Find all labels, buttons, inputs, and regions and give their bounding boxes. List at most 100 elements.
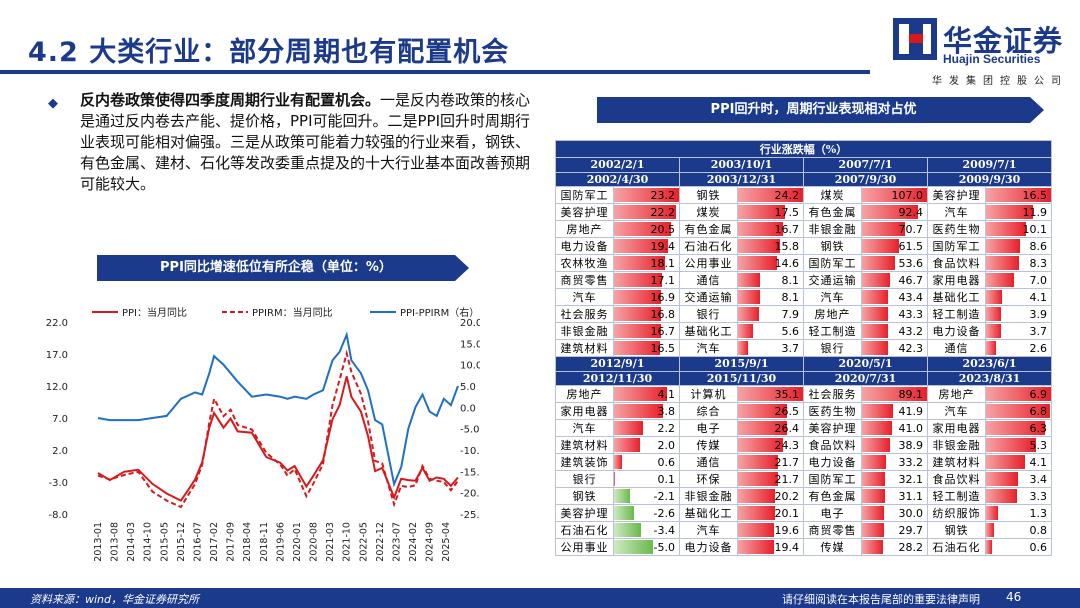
return-value: 20.2 bbox=[774, 489, 800, 503]
period-header: 2012/11/30 bbox=[555, 370, 680, 387]
industry-name: 银行 bbox=[555, 470, 614, 489]
industry-name: 电子 bbox=[679, 419, 738, 438]
footer-source: 资料来源：wind，华金证券研究所 bbox=[30, 593, 200, 606]
return-bar bbox=[614, 506, 635, 521]
return-value: 8.1 bbox=[781, 273, 800, 287]
industry-name: 基础化工 bbox=[927, 288, 986, 307]
return-bar bbox=[986, 222, 1026, 237]
industry-return: 24.3 bbox=[737, 436, 804, 455]
industry-return: -2.6 bbox=[613, 504, 680, 523]
industry-return: 33.2 bbox=[861, 453, 928, 472]
period-header-row: 2012/9/1 2015/9/1 2020/5/1 2023/6/1 bbox=[555, 356, 1052, 372]
return-value: 22.2 bbox=[650, 205, 676, 219]
x-axis-tick: 2023-07 bbox=[391, 522, 402, 562]
table-row: 国防军工 23.2 钢铁 24.2 煤炭 107.0 美容护理 16.5 bbox=[555, 186, 1052, 205]
industry-name: 汽车 bbox=[927, 203, 986, 222]
return-value: 4.1 bbox=[657, 387, 676, 401]
return-value: 17.5 bbox=[774, 205, 800, 219]
return-bar bbox=[738, 239, 781, 254]
return-value: 29.7 bbox=[898, 523, 924, 537]
return-value: 0.8 bbox=[1029, 523, 1048, 537]
legend-label: PPIRM：当月同比 bbox=[252, 306, 333, 319]
return-value: 21.7 bbox=[774, 455, 800, 469]
return-bar bbox=[986, 290, 1003, 305]
return-value: 2.6 bbox=[1029, 341, 1048, 355]
return-value: 107.0 bbox=[891, 188, 924, 202]
industry-name: 电力设备 bbox=[803, 453, 862, 472]
return-value: 28.2 bbox=[898, 540, 924, 554]
table-banner: PPI回升时，周期行业表现相对占优 bbox=[597, 97, 1044, 123]
x-axis-tick: 2014-03 bbox=[126, 522, 137, 562]
industry-name: 交通运输 bbox=[679, 288, 738, 307]
industry-name: 美容护理 bbox=[803, 419, 862, 438]
x-axis-tick: 2024-02 bbox=[408, 522, 419, 562]
industry-name: 建筑材料 bbox=[555, 436, 614, 455]
left-axis-tick: 2.0 bbox=[52, 446, 68, 457]
return-bar bbox=[614, 404, 664, 419]
return-value: 18.1 bbox=[650, 256, 676, 270]
return-value: 7.0 bbox=[1029, 273, 1048, 287]
return-bar bbox=[614, 273, 662, 288]
table-caption: 行业涨跌幅（%） bbox=[555, 140, 1052, 158]
table-row: 美容护理 -2.6 基础化工 20.1 电子 30.0 纺织服饰 1.3 bbox=[555, 504, 1052, 523]
return-value: 17.1 bbox=[650, 273, 676, 287]
return-value: 15.8 bbox=[774, 239, 800, 253]
logo-subtitle: 华发集团控股公司 bbox=[932, 76, 1068, 87]
return-bar bbox=[986, 307, 1002, 322]
industry-name: 房地产 bbox=[555, 385, 614, 404]
return-bar bbox=[738, 307, 760, 322]
industry-name: 汽车 bbox=[679, 521, 738, 540]
industry-return: 0.6 bbox=[985, 538, 1052, 557]
table-row: 公用事业 -5.0 电力设备 19.4 传媒 28.2 石油石化 0.6 bbox=[555, 538, 1052, 557]
period-header: 2002/2/1 bbox=[555, 157, 680, 173]
industry-return: 30.0 bbox=[861, 504, 928, 523]
industry-name: 汽车 bbox=[555, 288, 614, 307]
industry-name: 社会服务 bbox=[803, 385, 862, 404]
industry-return: 92.4 bbox=[861, 203, 928, 222]
industry-return: 5.6 bbox=[737, 322, 804, 341]
return-value: -3.4 bbox=[653, 523, 675, 537]
return-bar bbox=[738, 222, 783, 237]
industry-name: 商贸零售 bbox=[803, 521, 862, 540]
return-value: 38.9 bbox=[898, 438, 924, 452]
return-value: 3.8 bbox=[657, 404, 676, 418]
return-bar bbox=[986, 421, 1046, 436]
period-header: 2007/7/1 bbox=[803, 157, 928, 173]
industry-return: -3.4 bbox=[613, 521, 680, 540]
industry-name: 计算机 bbox=[679, 385, 738, 404]
return-bar bbox=[614, 205, 677, 220]
industry-return: 38.9 bbox=[861, 436, 928, 455]
right-axis-tick: -10.0 bbox=[460, 446, 480, 457]
return-value: 2.2 bbox=[657, 421, 676, 435]
footer-notice: 请仔细阅读在本报告尾部的重要法律声明 bbox=[782, 593, 980, 606]
return-value: 6.3 bbox=[1029, 421, 1048, 435]
industry-name: 轻工制造 bbox=[803, 322, 862, 341]
return-value: 19.6 bbox=[774, 523, 800, 537]
industry-return-table: 行业涨跌幅（%） 2002/2/1 2003/10/1 2007/7/1 2009/7/… bbox=[555, 140, 1052, 557]
return-bar bbox=[614, 256, 665, 271]
return-value: 41.0 bbox=[898, 421, 924, 435]
period-header: 2009/9/30 bbox=[927, 171, 1052, 188]
return-value: -5.0 bbox=[653, 540, 675, 554]
industry-return: 43.2 bbox=[861, 322, 928, 341]
bullet-body: 一是反内卷政策的核心是通过反内卷去产能、提价格，PPI可能回升。二是PPI回升时… bbox=[80, 91, 531, 193]
return-bar bbox=[738, 404, 788, 419]
industry-name: 公用事业 bbox=[555, 538, 614, 557]
huajin-logo-icon bbox=[893, 18, 937, 60]
return-bar bbox=[986, 239, 1020, 254]
x-axis-tick: 2017-02 bbox=[209, 522, 220, 562]
right-axis-tick: -5.0 bbox=[460, 425, 480, 436]
right-axis-tick: 5.0 bbox=[460, 382, 476, 393]
return-bar bbox=[986, 540, 992, 555]
industry-name: 汽车 bbox=[555, 419, 614, 438]
return-bar bbox=[614, 523, 641, 538]
return-bar bbox=[738, 421, 787, 436]
industry-name: 通信 bbox=[679, 453, 738, 472]
return-bar bbox=[614, 438, 640, 453]
return-bar bbox=[862, 324, 889, 339]
industry-return: 20.1 bbox=[737, 504, 804, 523]
industry-return: 18.1 bbox=[613, 254, 680, 273]
return-bar bbox=[614, 421, 643, 436]
industry-return: 8.3 bbox=[985, 254, 1052, 273]
industry-return: 4.1 bbox=[613, 385, 680, 404]
